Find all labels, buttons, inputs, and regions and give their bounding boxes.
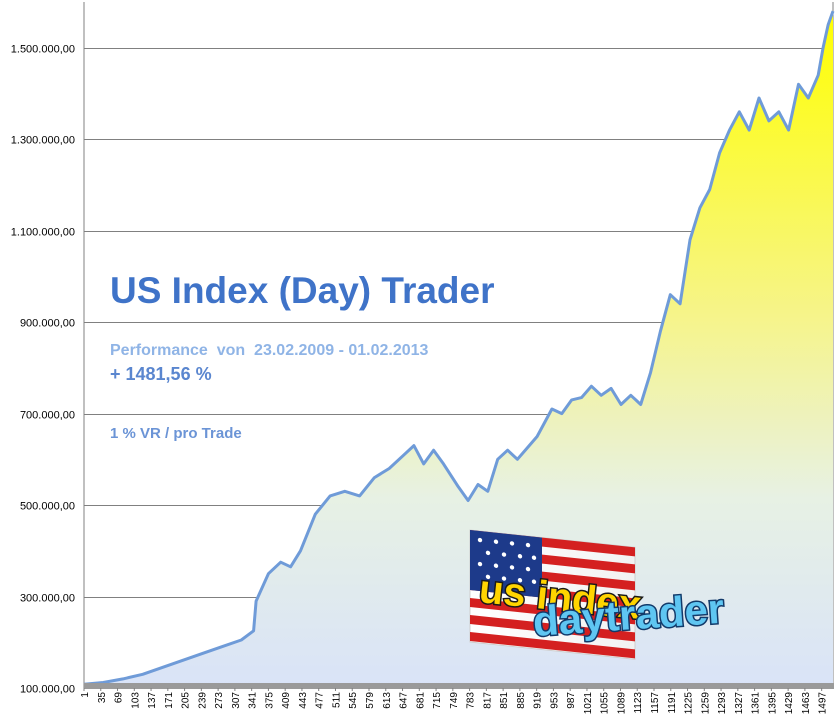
x-tick-label: 1157 [650, 692, 661, 714]
x-tick-label: 1259 [700, 692, 711, 715]
x-tick-label: 35 [97, 692, 108, 704]
x-tick-label: 715 [432, 692, 443, 709]
area-layer [83, 10, 835, 689]
x-tick-label: 341 [248, 692, 259, 709]
x-tick-label: 1021 [583, 692, 594, 715]
x-tick-label: 409 [281, 692, 292, 709]
x-tick-label: 1 [80, 692, 91, 698]
x-tick-label: 103 [130, 692, 141, 709]
y-tick-label: 900.000,00 [20, 318, 75, 330]
x-tick-label: 1055 [600, 692, 611, 715]
x-tick-label: 953 [549, 692, 560, 709]
y-tick-label: 300.000,00 [20, 593, 75, 605]
x-tick-label: 273 [214, 692, 225, 709]
x-tick-label: 443 [298, 692, 309, 709]
x-tick-label: 851 [499, 692, 510, 709]
y-tick-label: 700.000,00 [20, 410, 75, 422]
x-tick-label: 1361 [751, 692, 762, 715]
x-tick-label: 1429 [784, 692, 795, 715]
equity-line [83, 10, 835, 686]
x-tick-label: 647 [399, 692, 410, 709]
x-tick-label: 1089 [616, 692, 627, 715]
chart-subtitle: Performance von 23.02.2009 - 01.02.2013 [110, 342, 429, 359]
y-tick-label: 1.100.000,00 [11, 227, 75, 239]
risk-note: 1 % VR / pro Trade [110, 425, 242, 442]
x-tick-label: 477 [315, 692, 326, 709]
x-tick-label: 749 [449, 692, 460, 709]
equity-area [84, 11, 833, 689]
x-tick-label: 783 [466, 692, 477, 709]
x-tick-label: 1497 [818, 692, 829, 715]
x-tick-label: 1191 [667, 692, 678, 714]
x-tick-label: 579 [365, 692, 376, 709]
y-tick-label: 100.000,00 [20, 684, 75, 696]
x-tick-label: 69 [114, 692, 125, 704]
x-tick-label: 1327 [734, 692, 745, 715]
x-tick-label: 885 [516, 692, 527, 709]
y-tick-label: 1.500.000,00 [11, 44, 75, 56]
y-tick-label: 500.000,00 [20, 501, 75, 513]
x-tick-label: 137 [147, 692, 158, 709]
x-tick-label: 375 [264, 692, 275, 709]
x-tick-label: 307 [231, 692, 242, 709]
x-tick-label: 511 [331, 692, 342, 708]
x-tick-label: 919 [533, 692, 544, 709]
y-tick-label: 1.300.000,00 [11, 135, 75, 147]
gain-label: + 1481,56 % [110, 364, 212, 384]
x-tick-label: 239 [197, 692, 208, 709]
x-tick-label: 205 [181, 692, 192, 709]
y-tick-labels: 100.000,00 300.000,00 500.000,00 700.000,00… [11, 44, 75, 696]
x-tick-label: 171 [164, 692, 175, 709]
x-tick-label: 1225 [684, 692, 695, 715]
chart-title: US Index (Day) Trader [110, 270, 495, 311]
x-tick-label: 1123 [633, 692, 644, 714]
x-tick-label: 681 [415, 692, 426, 709]
us-flag-icon [469, 529, 636, 660]
x-tick-label: 987 [566, 692, 577, 709]
x-tick-label: 1293 [717, 692, 728, 715]
x-tick-label: 1463 [801, 692, 812, 715]
x-axis-band [84, 683, 834, 689]
x-tick-label: 613 [382, 692, 393, 709]
gridlines [84, 48, 833, 598]
x-tick-labels: 1 35 69 103 137 171 205 239 273 307 341 375 409 443 47… [80, 688, 829, 714]
x-tick-label: 1395 [767, 692, 778, 715]
x-tick-label: 817 [482, 692, 493, 709]
x-tick-label: 545 [348, 692, 359, 709]
